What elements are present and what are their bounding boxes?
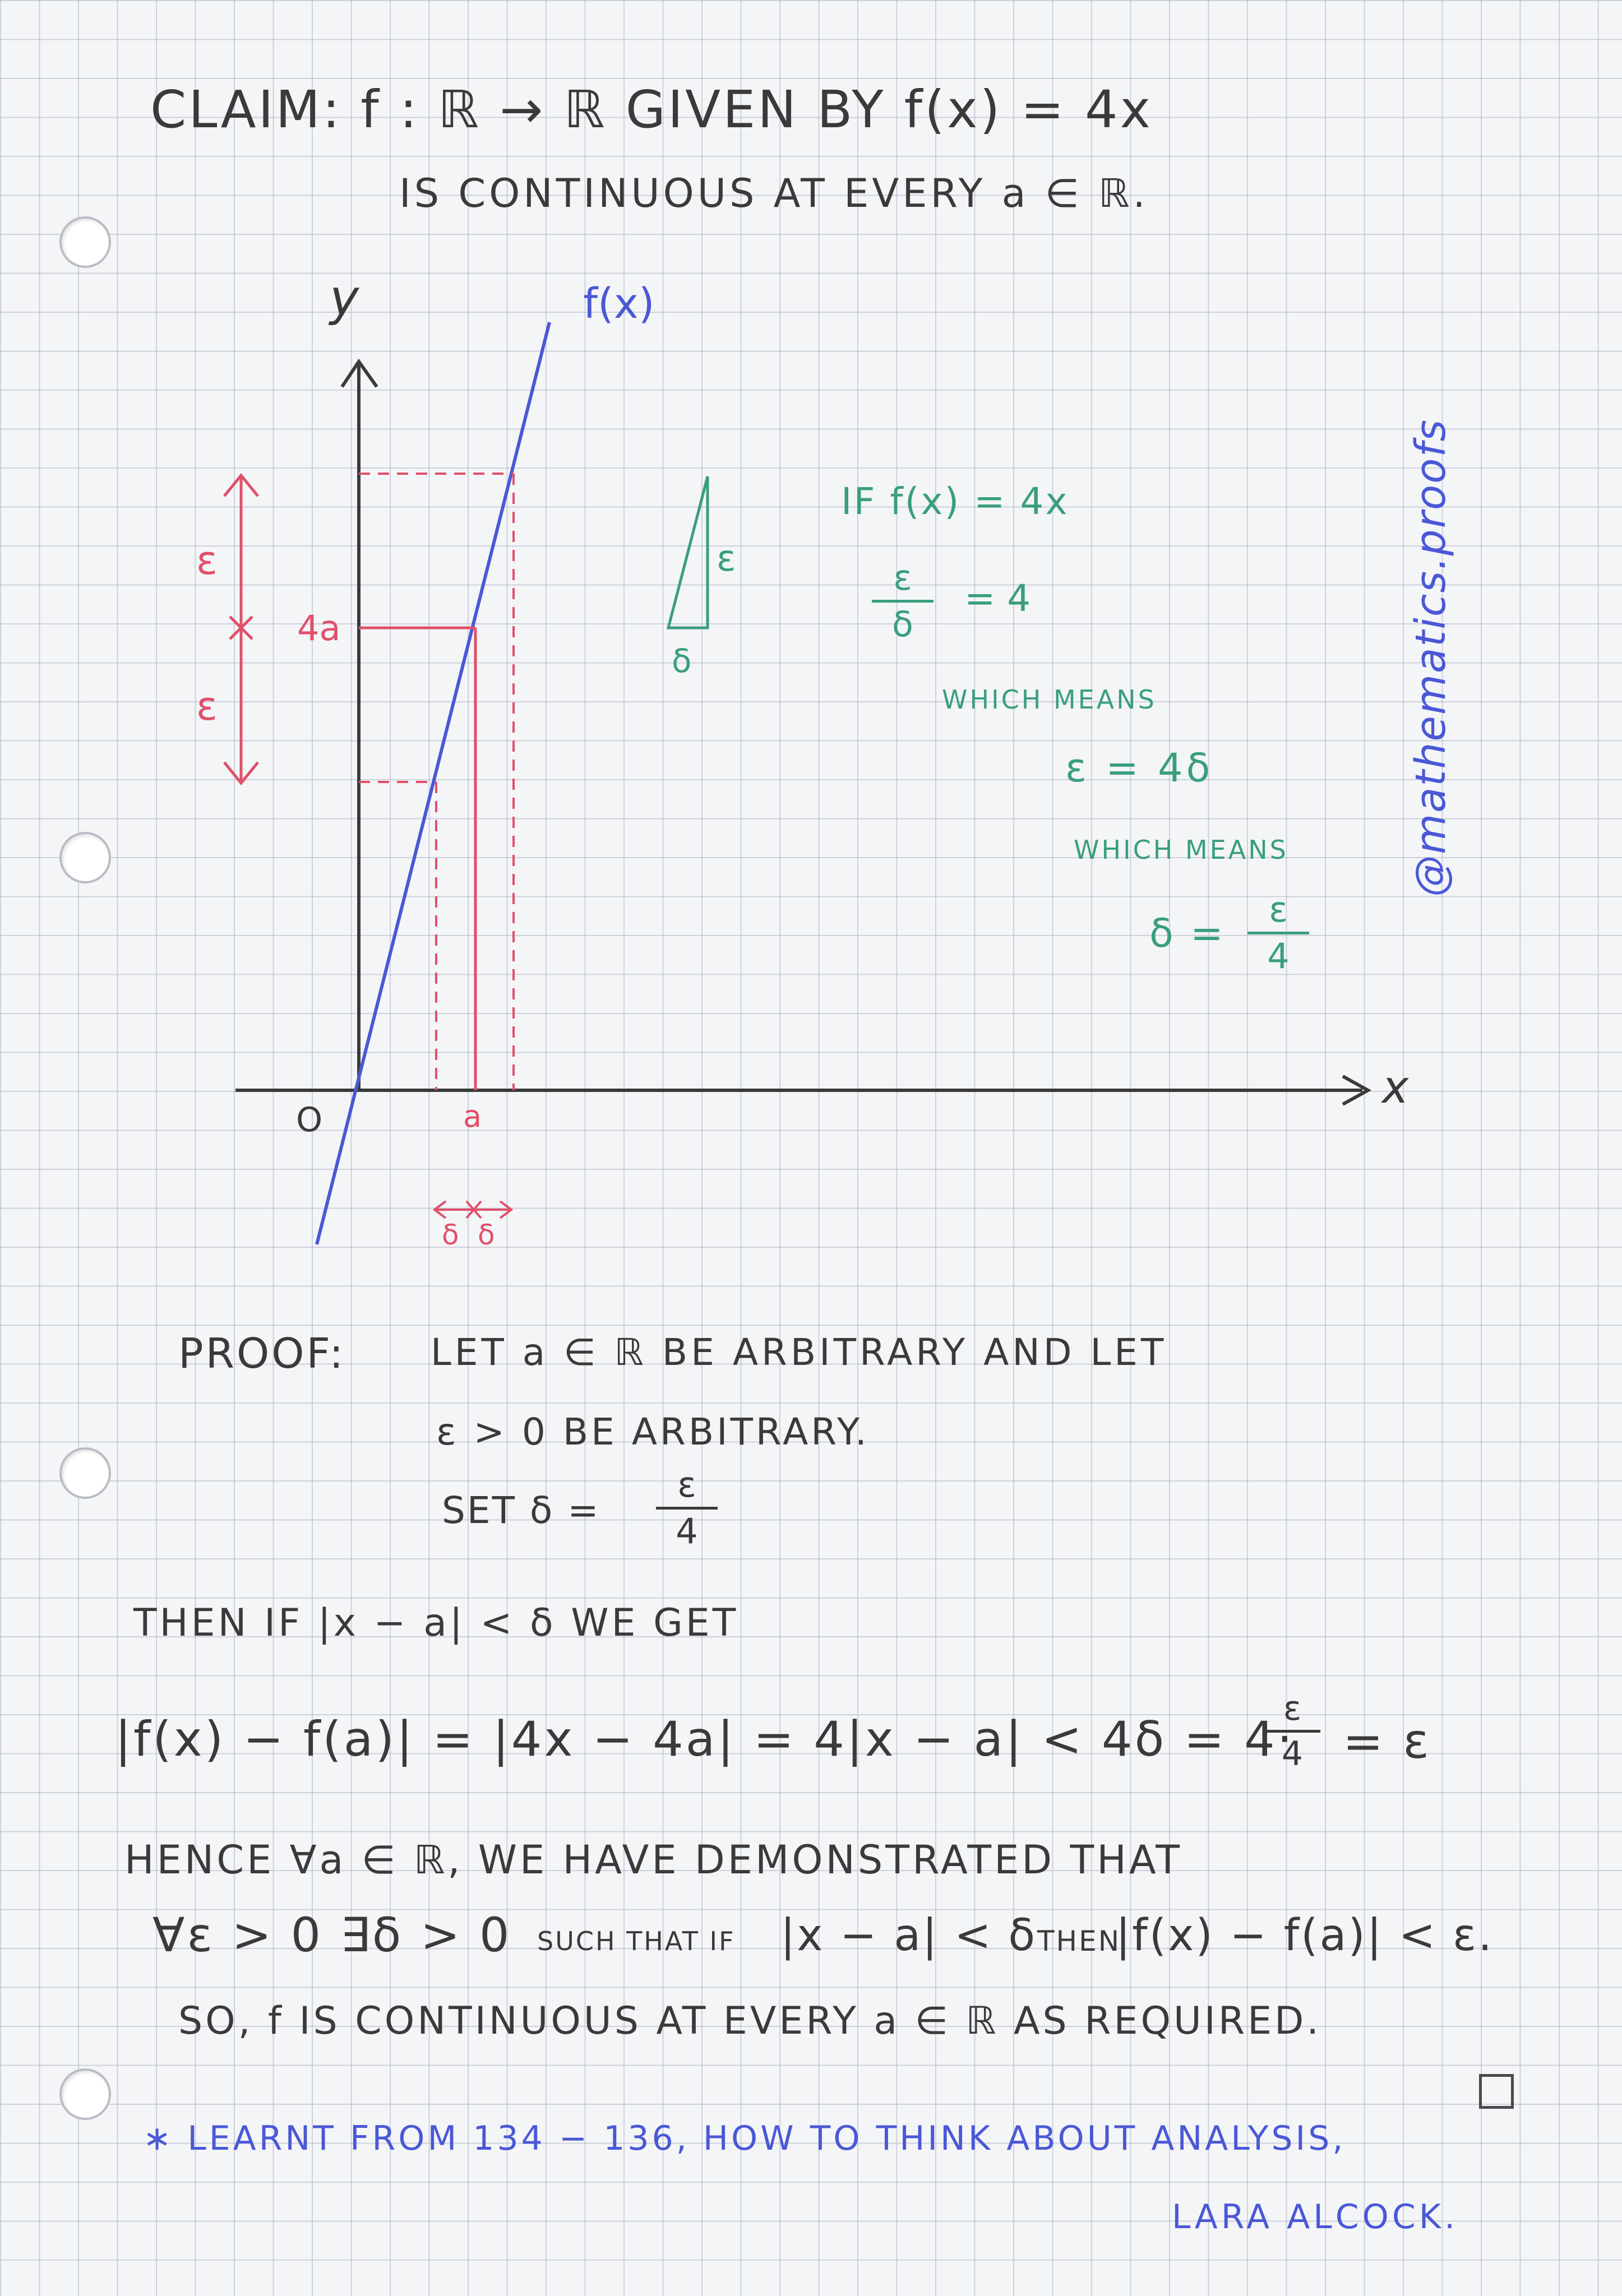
- value-4a-label: 4a: [297, 608, 341, 649]
- value-a-label: a: [463, 1099, 482, 1134]
- proof-then-line: THEN IF |x − a| < δ WE GET: [133, 1601, 739, 1645]
- proof-line-1: LET a ∈ ℝ BE ARBITRARY AND LET: [431, 1331, 1167, 1374]
- y-axis-arrow: [340, 358, 378, 388]
- proof-conclusion-ineq: |f(x) − f(a)| < ε.: [1116, 1910, 1494, 1961]
- binder-hole-1: [59, 216, 111, 268]
- equation-delta-lhs: δ =: [1149, 910, 1226, 956]
- delta-right-label: δ: [478, 1219, 495, 1251]
- claim-line-2: IS CONTINUOUS AT EVERY a ∈ ℝ.: [399, 170, 1149, 216]
- proof-hence-line: HENCE ∀a ∈ ℝ, WE HAVE DEMONSTRATED THAT: [124, 1837, 1183, 1883]
- proof-quantifiers: ∀ε > 0 ∃δ > 0: [153, 1908, 512, 1962]
- footer-line-2: LARA ALCOCK.: [1172, 2197, 1459, 2237]
- binder-hole-4: [59, 2068, 111, 2120]
- delta-left-label: δ: [442, 1219, 459, 1251]
- proof-chain-end: = ε: [1343, 1714, 1431, 1770]
- fraction-eps-over-4: ε 4: [1247, 892, 1309, 974]
- origin-label: O: [296, 1100, 323, 1140]
- proof-set-fraction: ε 4: [656, 1468, 718, 1549]
- fraction-eps-over-delta: ε δ: [872, 561, 934, 642]
- triangle-epsilon-label: ε: [717, 538, 736, 580]
- binder-hole-3: [59, 1447, 111, 1499]
- proof-abs-x-a: |x − a| < δ: [780, 1910, 1037, 1961]
- claim-line-1: CLAIM: f : ℝ → ℝ GIVEN BY f(x) = 4x: [150, 80, 1153, 140]
- x-axis-label: x: [1382, 1061, 1409, 1113]
- footer-line-1: ∗ LEARNT FROM 134 − 136, HOW TO THINK AB…: [143, 2119, 1346, 2158]
- fraction-rhs: = 4: [964, 577, 1031, 620]
- equation-eps-4delta: ε = 4δ: [1065, 745, 1214, 791]
- graph: [223, 322, 1372, 1245]
- slope-triangle: [666, 476, 709, 629]
- function-line: [315, 322, 551, 1245]
- triangle-delta-label: δ: [672, 642, 692, 680]
- reasoning-if-line: IF f(x) = 4x: [841, 480, 1069, 523]
- x-axis-arrow: [1342, 1075, 1372, 1106]
- proof-chain: |f(x) − f(a)| = |4x − 4a| = 4|x − a| < 4…: [115, 1711, 1295, 1767]
- proof-then-word: THEN: [1037, 1925, 1121, 1957]
- epsilon-upper-label: ε: [196, 538, 218, 584]
- proof-line-2: ε > 0 BE ARBITRARY.: [436, 1410, 870, 1453]
- proof-so-line: SO, f IS CONTINUOUS AT EVERY a ∈ ℝ AS RE…: [178, 1999, 1322, 2043]
- function-label: f(x): [583, 280, 655, 328]
- which-means-1: WHICH MEANS: [942, 684, 1157, 715]
- proof-label: PROOF:: [178, 1330, 346, 1378]
- epsilon-lower-label: ε: [196, 683, 218, 729]
- qed-box: [1479, 2074, 1514, 2109]
- which-means-2: WHICH MEANS: [1074, 835, 1288, 865]
- binder-hole-2: [59, 832, 111, 883]
- proof-such-that: SUCH THAT IF: [537, 1926, 736, 1956]
- proof-chain-fraction: ε 4: [1264, 1692, 1320, 1771]
- y-axis-label: y: [330, 269, 359, 327]
- proof-set-lhs: SET δ =: [442, 1489, 600, 1532]
- watermark-handle: @mathematics.proofs: [1407, 418, 1455, 897]
